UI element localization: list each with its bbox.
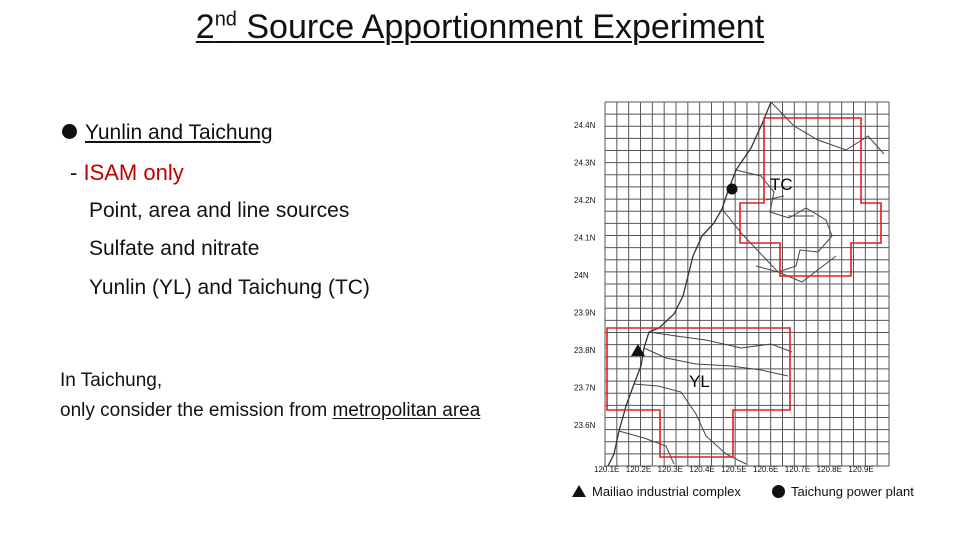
lon-label: 120.1E [594,465,619,474]
bullet-yunlin-taichung: Yunlin and Taichung [62,121,273,145]
lat-label: 24.1N [574,234,596,243]
lon-label: 120.9E [848,465,873,474]
lon-label: 120.8E [817,465,842,474]
note-line-2: only consider the emission from metropol… [60,400,481,421]
metropolitan-area-text: metropolitan area [332,400,481,421]
lat-label: 23.6N [574,421,596,430]
note-line-1: In Taichung, [60,370,163,391]
lon-label: 120.3E [658,465,683,474]
lat-label: 24N [574,271,589,280]
latitude-labels: 24.4N 24.3N 24.2N 24.1N 24N 23.9N 23.8N 23.7N 23… [574,121,596,430]
lon-label: 120.2E [626,465,651,474]
sources-line: Point, area and line sources [89,199,350,222]
lat-label: 24.4N [574,121,596,130]
lon-label: 120.6E [753,465,778,474]
longitude-labels: 120.1E 120.2E 120.3E 120.4E 120.5E 120.6E 120.… [594,465,874,474]
isam-only-text: ISAM only [83,160,184,185]
region-label-yl: YL [689,372,710,391]
bullet-dot-icon [62,124,77,139]
isam-line: - ISAM only [70,160,184,185]
region-yl-outline [606,327,791,458]
region-tc-outline [739,117,882,277]
title-superscript: nd [214,8,237,31]
legend-mailiao: Mailiao industrial complex [572,484,741,499]
area-word: area [148,199,191,222]
circle-legend-icon [772,485,785,498]
slide-title: 2nd Source Apportionment Experiment [195,8,765,46]
lon-label: 120.7E [785,465,810,474]
map-grid [604,101,890,467]
lon-label: 120.5E [721,465,746,474]
regions-line: Yunlin (YL) and Taichung (TC) [89,276,370,299]
lat-label: 24.2N [574,196,596,205]
county-boundary-1 [721,101,885,283]
circle-marker-icon [726,183,738,195]
triangle-marker-icon [631,344,645,356]
lat-label: 23.8N [574,346,596,355]
coastline [607,101,772,467]
line-word: line [237,199,270,222]
region-label-tc: TC [770,175,793,194]
species-line: Sulfate and nitrate [89,237,260,260]
triangle-legend-icon [572,485,586,497]
lat-label: 23.9N [574,309,596,318]
lat-label: 24.3N [574,159,596,168]
domain-map: TC YL 24.4N24.3N24.2N24.1N24N23.9N23.8N2… [574,101,890,474]
point-word: Point [89,199,137,222]
legend-power-plant: Taichung power plant [772,484,914,499]
region-boxes [606,117,882,458]
lat-label: 23.7N [574,384,596,393]
lon-label: 120.4E [689,465,714,474]
county-boundary-2 [618,331,793,465]
bullet-text: Yunlin and Taichung [85,121,273,144]
legend-mailiao-label: Mailiao industrial complex [592,484,741,499]
legend-power-plant-label: Taichung power plant [791,484,914,499]
